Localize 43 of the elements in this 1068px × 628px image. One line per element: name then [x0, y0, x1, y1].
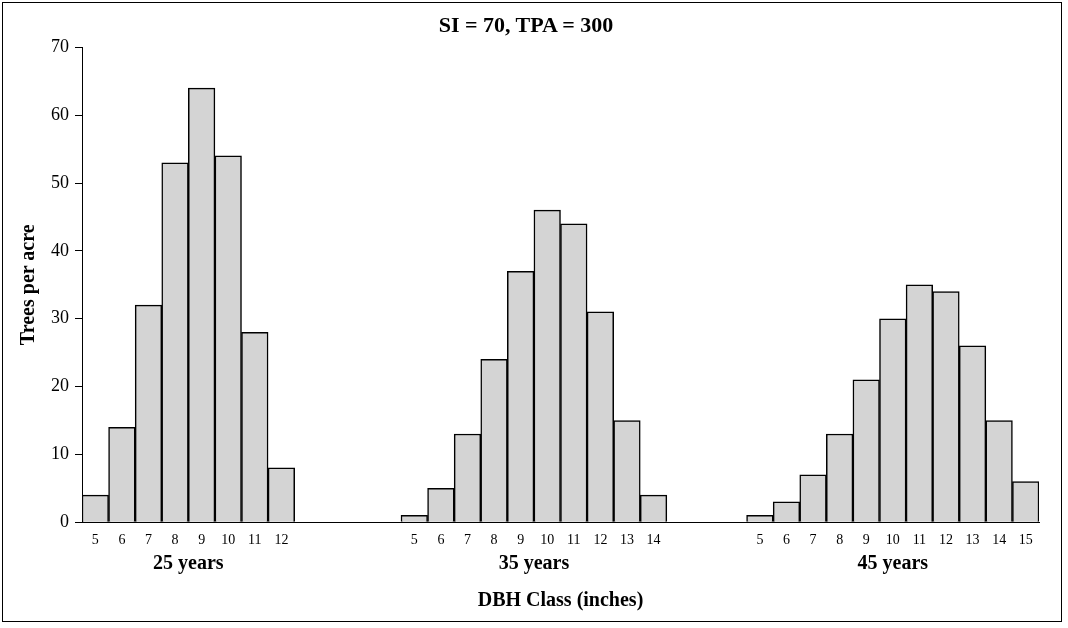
- x-tick-label: 7: [809, 532, 817, 548]
- y-tick-label: 0: [60, 510, 69, 531]
- x-tick-label: 12: [938, 532, 953, 548]
- text: 25 years: [153, 551, 224, 575]
- y-tick-label: 70: [51, 36, 69, 57]
- x-tick-label: 8: [171, 532, 179, 548]
- x-tick-label: 11: [567, 532, 581, 548]
- y-axis-title: Trees per acre: [16, 224, 40, 346]
- x-tick-label: 10: [540, 532, 555, 548]
- x-tick-label: 9: [517, 532, 525, 548]
- x-tick-label: 5: [91, 532, 99, 548]
- y-tick-label: 10: [51, 443, 69, 464]
- x-tick-label: 12: [593, 532, 608, 548]
- x-tick-label: 9: [862, 532, 870, 548]
- chart-title: SI = 70, TPA = 300: [438, 11, 614, 37]
- text: 35 years: [498, 551, 570, 575]
- x-tick-label: 5: [410, 532, 418, 548]
- x-axis-title: DBH Class (inches): [477, 588, 644, 612]
- x-tick-label: 10: [221, 532, 236, 548]
- x-tick-label: 14: [992, 532, 1007, 548]
- y-tick-label: 50: [51, 171, 69, 192]
- y-tick-label: 60: [51, 103, 69, 124]
- x-tick-label: 5: [756, 532, 764, 548]
- x-tick-label: 7: [463, 532, 471, 548]
- text: 45 years: [857, 551, 929, 575]
- x-tick-label: 6: [437, 532, 445, 548]
- x-tick-label: 11: [912, 532, 927, 548]
- y-tick-label: 40: [51, 239, 69, 260]
- x-tick-label: 15: [1018, 532, 1033, 548]
- x-tick-label: 14: [646, 532, 661, 548]
- x-tick-label: 13: [619, 532, 634, 548]
- x-tick-label: 8: [490, 532, 498, 548]
- x-tick-label: 7: [144, 532, 152, 548]
- x-tick-label: 10: [885, 532, 900, 548]
- x-tick-label: 8: [836, 532, 844, 548]
- y-tick-label: 30: [51, 307, 69, 328]
- x-tick-label: 11: [248, 532, 262, 548]
- y-tick-label: 20: [51, 375, 69, 396]
- x-tick-label: 6: [782, 532, 790, 548]
- x-tick-label: 9: [198, 532, 206, 548]
- x-tick-label: 12: [274, 532, 289, 548]
- x-tick-label: 13: [965, 532, 980, 548]
- x-tick-label: 6: [118, 532, 126, 548]
